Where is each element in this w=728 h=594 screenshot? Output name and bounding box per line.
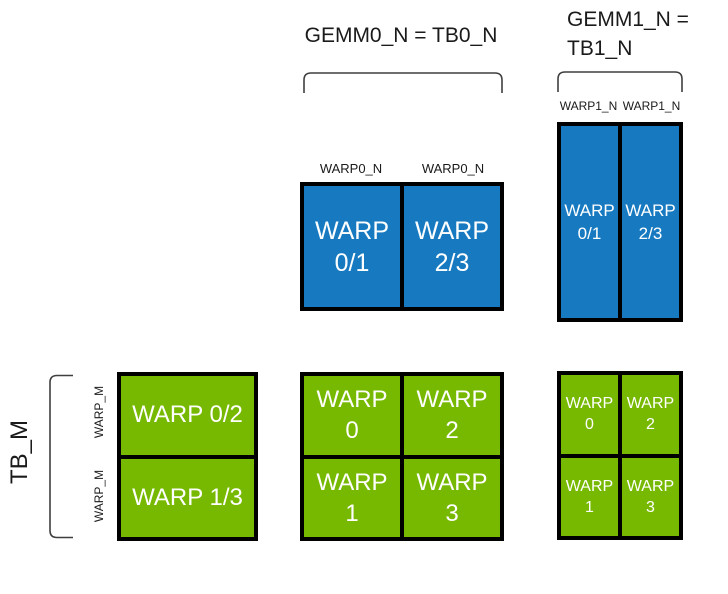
warp1-n-column-labels: WARP1_N WARP1_N (557, 99, 683, 113)
tb-m-label: TB_M (6, 420, 33, 485)
warp-cell: WARP 0/1 (304, 186, 400, 307)
warp-m-row-label: WARP_M (92, 385, 106, 439)
warp0-n-label: WARP0_N (421, 161, 485, 176)
warp-cell: WARP 2 (622, 375, 679, 454)
warp1-n-label: WARP1_N (622, 99, 681, 113)
warp-cell: WARP 1/3 (121, 458, 254, 537)
warp-cell: WARP 0/2 (121, 376, 254, 455)
warp-cell: WARP 2 (404, 376, 500, 455)
gemm1-warp-grid-green: WARP 0 WARP 2 WARP 1 WARP 3 (557, 371, 683, 540)
warp-m-row-label: WARP_M (92, 469, 106, 523)
warp0-n-label: WARP0_N (319, 161, 383, 176)
warp1-n-label: WARP1_N (559, 99, 618, 113)
warp-cell: WARP 2/3 (622, 126, 679, 318)
warp-cell: WARP 1 (561, 457, 618, 536)
gemm0-warp-grid-green: WARP 0 WARP 2 WARP 1 WARP 3 (300, 372, 504, 541)
warp-cell: WARP 0 (304, 376, 400, 455)
warp-cell: WARP 0 (561, 375, 618, 454)
gemm1-n-title-line1: GEMM1_N = (567, 8, 689, 31)
gemm0-n-title: GEMM0_N = TB0_N (304, 24, 498, 47)
tb-m-bracket-icon (49, 374, 73, 539)
warp0-n-column-labels: WARP0_N WARP0_N (300, 161, 504, 176)
warp-cell: WARP 0/1 (561, 126, 618, 318)
gemm1-n-bracket-icon (557, 71, 683, 92)
warp-cell: WARP 1 (304, 458, 400, 537)
gemm1-n-title: GEMM1_N = TB1_N (567, 5, 717, 63)
gemm1-n-title-line2: TB1_N (567, 37, 633, 60)
gemm0-n-bracket-icon (303, 72, 503, 93)
tb-m-warp-tile-green: WARP 0/2 WARP 1/3 (117, 372, 258, 541)
gemm1-warp-tile-blue: WARP 0/1 WARP 2/3 (557, 122, 683, 322)
warp-cell: WARP 3 (622, 457, 679, 536)
warp-cell: WARP 3 (404, 458, 500, 537)
gemm0-warp-tile-blue: WARP 0/1 WARP 2/3 (300, 182, 504, 311)
warp-cell: WARP 2/3 (404, 186, 500, 307)
